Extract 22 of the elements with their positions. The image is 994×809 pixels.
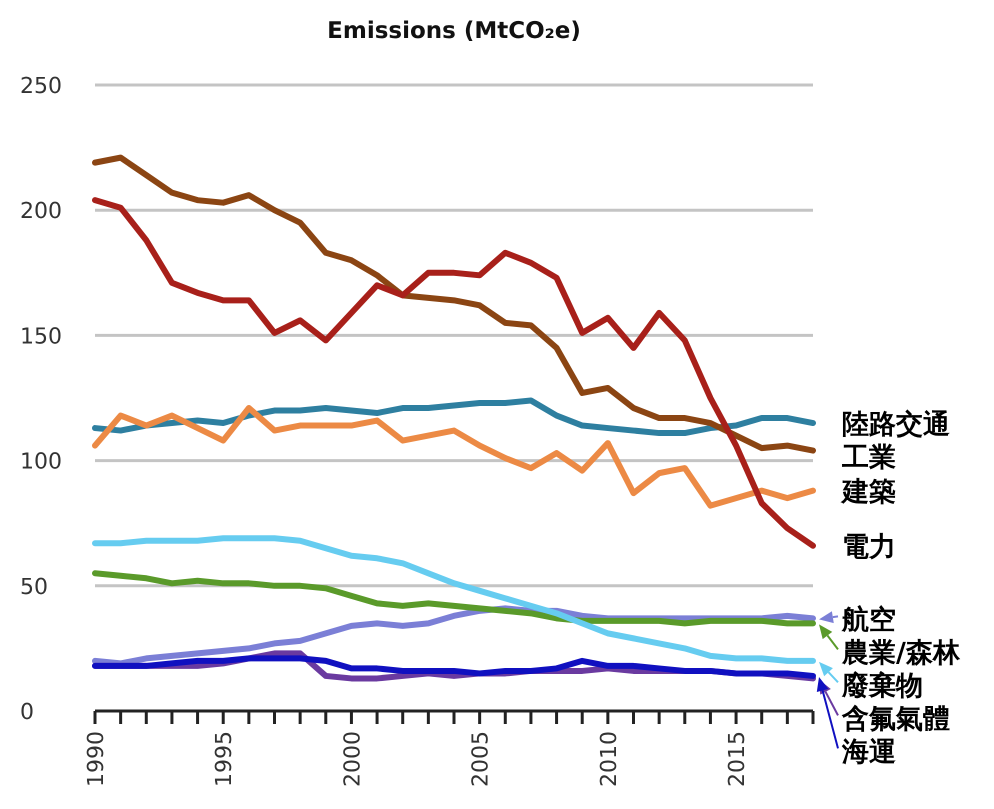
y-tick-label: 50 — [20, 574, 48, 600]
x-tick-label: 1995 — [212, 731, 238, 787]
series-label: 陸路交通 — [842, 409, 950, 440]
y-tick-label: 200 — [20, 199, 62, 224]
series-label: 工業 — [841, 442, 896, 474]
text: 海運 — [841, 736, 896, 768]
x-tick-label: 1990 — [84, 731, 109, 787]
x-tick-label: 2015 — [725, 731, 750, 787]
y-tick-label: 150 — [20, 324, 62, 350]
legend-label: 航空 — [841, 604, 896, 636]
legend-label: 廢棄物 — [841, 670, 923, 702]
y-tick-label: 100 — [20, 450, 62, 475]
x-tick-label: 2005 — [468, 731, 494, 787]
legend-label: 含氟氣體 — [841, 703, 950, 734]
series-label: 電力 — [842, 532, 896, 563]
x-tick-label: 2000 — [340, 731, 366, 787]
x-tick-label: 2010 — [596, 731, 622, 787]
series-label: 建築 — [840, 476, 896, 508]
chart-title: Emissions (MtCO₂e) — [327, 18, 581, 44]
legend-label: 農業/森林 — [841, 637, 961, 668]
y-tick-label: 250 — [20, 74, 62, 99]
y-tick-label: 0 — [20, 700, 34, 725]
